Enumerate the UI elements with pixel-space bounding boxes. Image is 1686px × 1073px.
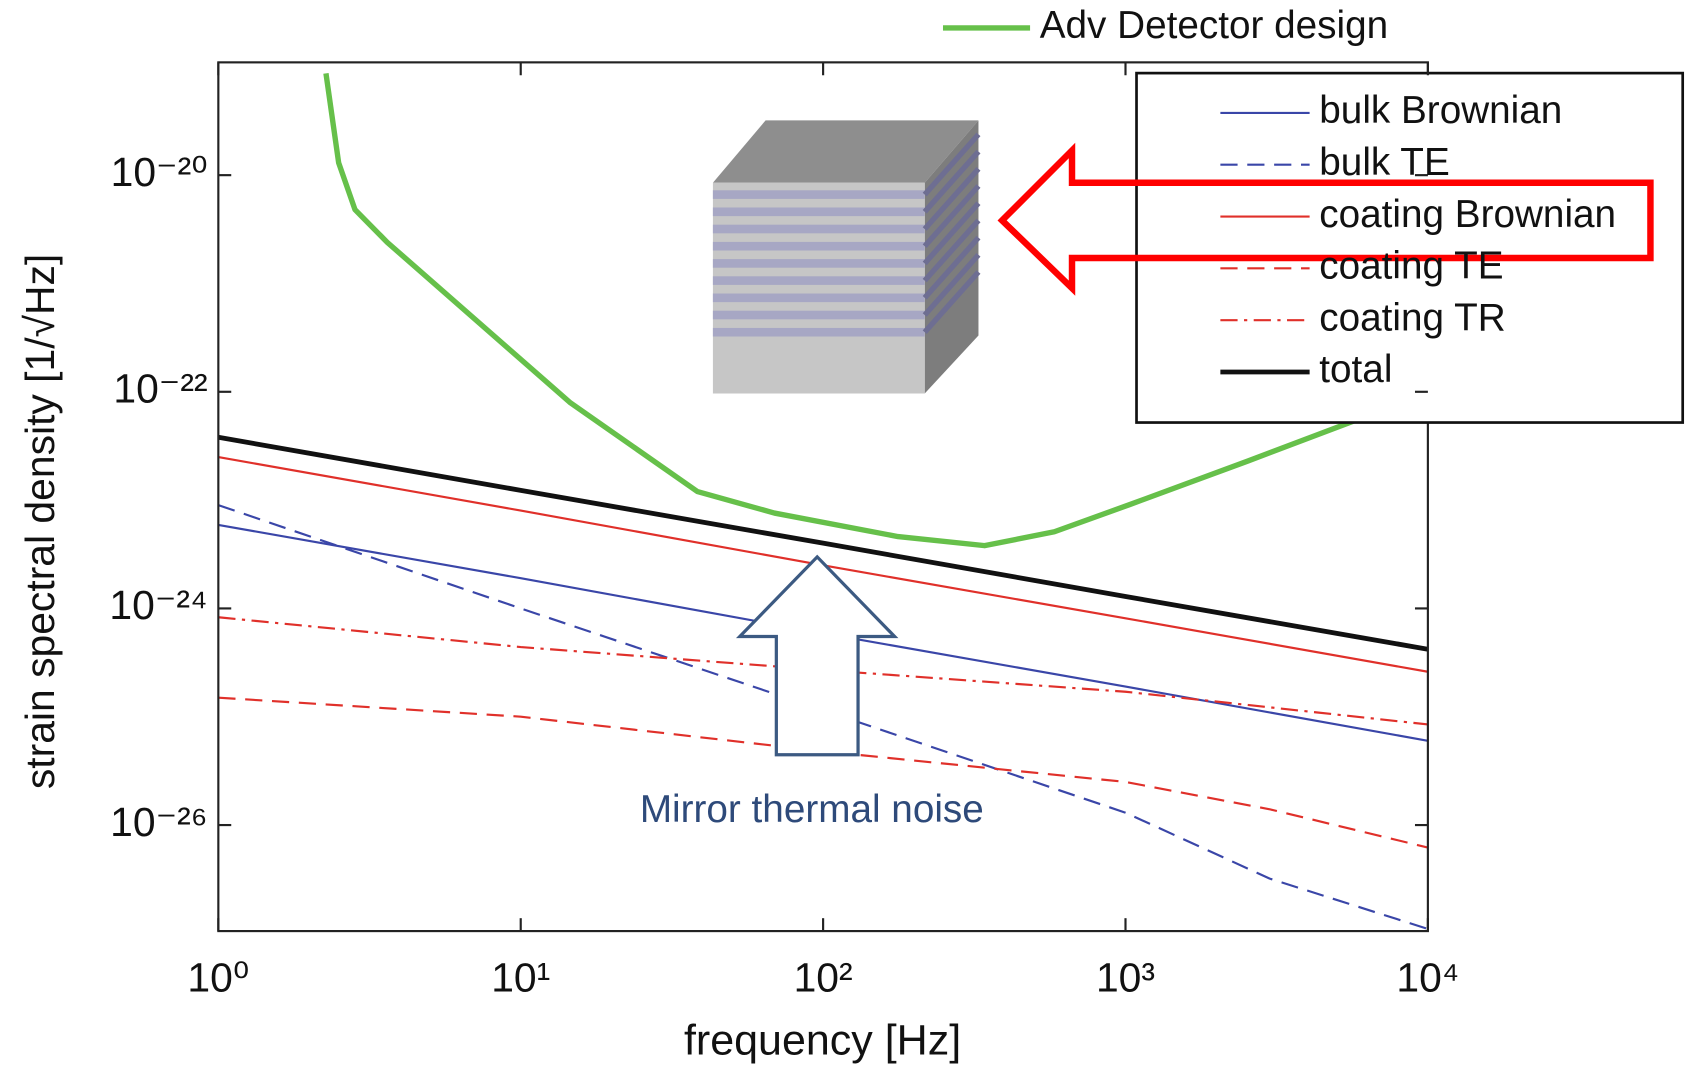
x-tick-label: 10²: [794, 954, 853, 1000]
coating-cube: [712, 120, 981, 394]
series-line: [323, 73, 1363, 549]
x-tick-label: 10⁰: [187, 954, 249, 1000]
legend-label: coating TE: [1319, 245, 1503, 288]
red-arrow: [997, 142, 1654, 296]
legend-label: coating TR: [1319, 296, 1505, 339]
series-line: [218, 434, 1428, 652]
legend-box: [1135, 71, 1685, 424]
series-line: [218, 696, 1428, 849]
x-tick-label: 10⁴: [1396, 954, 1459, 1000]
y-tick-label: 10⁻²⁴: [109, 582, 207, 628]
x-axis-label: frequency [Hz]: [684, 1016, 961, 1064]
annotation: Mirror thermal noise: [640, 788, 984, 831]
legend-label: total: [1319, 348, 1392, 391]
x-tick-label: 10¹: [491, 954, 550, 1000]
legend-label: bulk Brownian: [1319, 89, 1562, 132]
blue-arrow: [735, 554, 899, 757]
legend-label: bulk TE: [1319, 141, 1449, 184]
y-tick-label: 10⁻²⁰: [111, 149, 208, 195]
y-tick-label: 10⁻²²: [113, 366, 207, 412]
legend-label: Adv Detector design: [1040, 4, 1388, 47]
legend-label: coating Brownian: [1319, 193, 1616, 236]
y-axis-label: strain spectral density [1/√Hz]: [17, 254, 63, 789]
x-tick-label: 10³: [1096, 954, 1155, 1000]
y-tick-label: 10⁻²⁶: [110, 799, 207, 845]
series-line: [218, 504, 1428, 930]
